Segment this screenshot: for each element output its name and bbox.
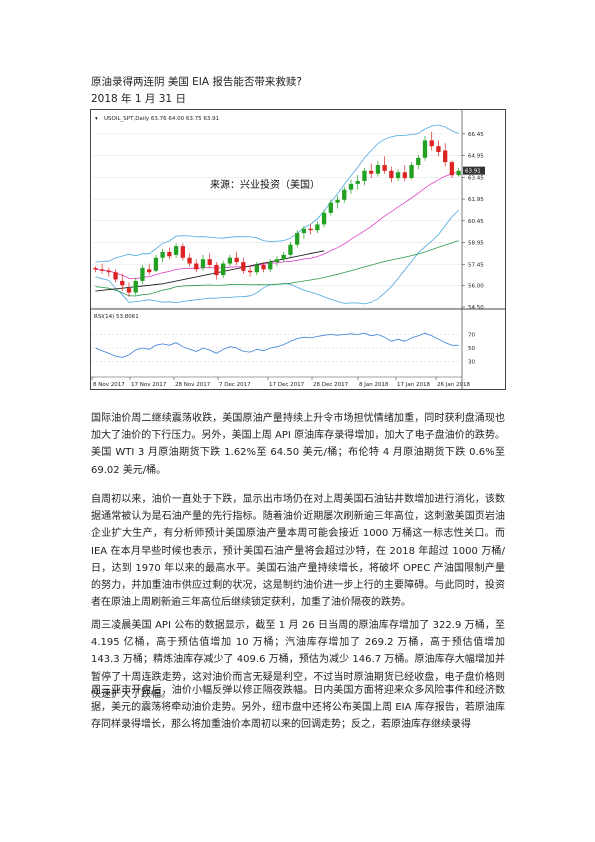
time-tick-label: 26 Jan 2018 (437, 382, 470, 388)
candle-body (362, 170, 367, 181)
candle-body (281, 254, 286, 260)
rsi-tick-label: 50 (468, 346, 475, 352)
candle-body (436, 146, 441, 152)
time-tick-label: 8 Jan 2018 (359, 382, 389, 388)
candle-body (261, 264, 266, 270)
candle-body (106, 270, 111, 273)
candle-body (369, 170, 374, 174)
rsi-tick-label: 70 (468, 333, 475, 339)
candle-body (422, 140, 428, 158)
candle-body (167, 251, 172, 257)
candle-body (402, 172, 407, 179)
paragraph-1: 国际油价周二继续震荡收跌，美国原油产量持续上升令市场担忧情绪加重，同时获利盘涌现… (91, 413, 505, 476)
candle-body (328, 202, 333, 213)
time-tick-label: 7 Dec 2017 (219, 382, 251, 388)
candle-body (382, 165, 387, 171)
price-tick-label: 63.45 (468, 175, 484, 181)
candle-body (301, 228, 307, 234)
candle-body (234, 257, 239, 263)
candle-body (308, 228, 313, 231)
last-price-tag (463, 166, 485, 175)
paragraph-3: 周三凌晨美国 API 公布的数据显示，截至 1 月 26 日当周的原油库存增加了… (91, 620, 505, 700)
price-tick-label: 56.00 (468, 283, 484, 289)
candle-body (173, 246, 179, 255)
candle-body (268, 262, 273, 270)
time-axis: 8 Nov 2017 17 Nov 2017 28 Nov 2017 7 Dec 20… (90, 376, 470, 388)
paragraph-2: 自周初以来，油价一直处于下跌，显示出市场仍在对上周美国石油钻井数增加进行消化，该… (91, 494, 505, 609)
candle-body (274, 259, 280, 263)
candle-body (342, 189, 347, 200)
candle-body (99, 269, 105, 271)
candle-body (207, 259, 212, 265)
price-tick-label: 64.95 (468, 154, 484, 160)
time-tick-label: 28 Dec 2017 (313, 382, 349, 388)
candle-body (254, 264, 259, 273)
time-tick-label: 8 Nov 2017 (93, 382, 125, 388)
candle-body (449, 162, 455, 176)
price-pane: 66.45 64.95 63.45 61.95 60.45 58.95 57.45 56.00… (92, 110, 485, 389)
candle-body (126, 288, 132, 293)
candle-body (160, 251, 165, 258)
rsi-label: RSI(14) 53.8061 (94, 314, 139, 320)
candle-body (456, 170, 461, 176)
paragraph-4: 周三亚市开盘后，油价小幅反弹以修正隔夜跌幅。日内美国方面将迎来众多风险事件和经济… (91, 685, 505, 731)
candle-body (247, 270, 253, 273)
price-tick-label: 57.45 (468, 262, 484, 268)
candle-body (120, 280, 125, 286)
candle-body (140, 267, 145, 281)
candle-body (335, 199, 340, 203)
chart-frame (90, 109, 506, 390)
candle-body (375, 165, 381, 174)
candle-body (227, 257, 233, 264)
candle-body (194, 263, 199, 270)
candle-body (200, 259, 206, 268)
candle-body (133, 280, 138, 293)
candle-body (389, 170, 394, 179)
rsi-line (95, 332, 459, 358)
candle-body (187, 257, 192, 264)
rsi-pane: 70 50 30 (92, 333, 475, 366)
candle-body (153, 257, 159, 271)
candle-body (355, 180, 360, 184)
ma-50-line (95, 240, 459, 297)
candle-body (321, 212, 327, 225)
source-note: 来源：兴业投资（美国） (210, 178, 320, 191)
candle-body (315, 224, 320, 231)
candle-body (93, 267, 98, 270)
chart-header-arrow: ▾ (95, 116, 98, 122)
candle-body (288, 244, 293, 255)
chart-header: USOIL_SPT,Daily 63.76 64.00 63.75 63.91 (104, 116, 219, 122)
price-tick-label: 58.95 (468, 241, 484, 247)
rsi-tick-label: 30 (468, 360, 475, 366)
candle-body (147, 269, 152, 273)
candle-body (348, 183, 354, 190)
candle-body (443, 150, 448, 163)
time-tick-label: 28 Nov 2017 (175, 382, 211, 388)
price-tick-label: 54.50 (468, 305, 484, 311)
candle-body (241, 262, 246, 271)
candle-body (409, 165, 414, 179)
time-tick-label: 17 Jan 2018 (397, 382, 430, 388)
candle-body (429, 140, 434, 147)
candle-body (214, 264, 219, 276)
time-tick-label: 17 Nov 2017 (131, 382, 167, 388)
candle-body (395, 172, 401, 179)
upper-band-line (95, 124, 459, 263)
article-title: 原油录得两连阴 美国 EIA 报告能否带来救赎? (91, 76, 302, 88)
article-date: 2018 年 1 月 31 日 (91, 93, 186, 105)
candle-body (221, 263, 226, 276)
price-tick-label: 61.95 (468, 197, 484, 203)
ma-200-line (95, 250, 325, 292)
candle-body (180, 246, 185, 258)
price-tick-label: 66.45 (468, 132, 484, 138)
price-tick-label: 60.45 (468, 219, 484, 225)
candle-body (416, 157, 421, 166)
candle-body (113, 272, 118, 280)
candle-body (295, 233, 300, 245)
time-tick-label: 17 Dec 2017 (269, 382, 305, 388)
last-price-label: 63.91 (465, 169, 481, 175)
price-chart: 66.45 64.95 63.45 61.95 60.45 58.95 57.45 56.00… (90, 109, 506, 390)
